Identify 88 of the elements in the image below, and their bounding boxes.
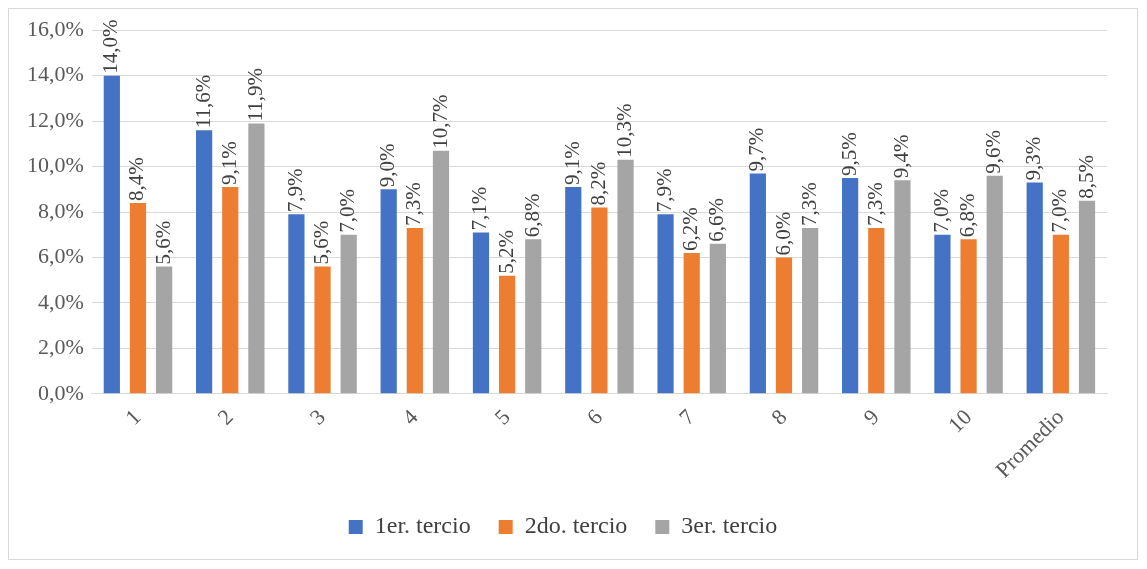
data-label: 7,0% (928, 189, 953, 233)
data-label: 14,0% (98, 19, 123, 74)
bar (960, 239, 977, 394)
bar (314, 266, 331, 394)
y-tick-label: 14,0% (27, 61, 84, 87)
data-label: 5,6% (150, 220, 175, 265)
legend-label: 3er. tercio (681, 512, 778, 539)
data-label: 6,0% (770, 211, 795, 256)
y-tick-label: 8,0% (38, 197, 84, 223)
x-tick-label: 7 (673, 404, 700, 430)
data-label: 7,3% (862, 182, 887, 226)
bar (1026, 182, 1043, 394)
bar (775, 257, 793, 394)
data-label: 5,6% (309, 220, 334, 265)
y-tick-label: 6,0% (38, 243, 84, 269)
bar (802, 227, 819, 394)
bar (749, 173, 766, 394)
y-tick-label: 0,0% (38, 379, 84, 405)
y-tick-label: 10,0% (27, 152, 84, 178)
x-tick-label: 8 (766, 404, 792, 430)
bar (617, 159, 634, 394)
data-label: 8,5% (1073, 154, 1098, 199)
bar (103, 75, 120, 394)
bar (222, 187, 239, 394)
bar (683, 252, 700, 394)
legend-label: 1er. tercio (374, 512, 471, 539)
bar (340, 234, 357, 394)
bar (657, 214, 674, 394)
bar (1052, 234, 1069, 394)
bar (591, 207, 608, 394)
x-tick-label: 10 (942, 404, 977, 438)
bar (894, 180, 911, 394)
bar (934, 234, 951, 394)
data-label: 8,2% (585, 161, 610, 206)
bar (842, 177, 859, 394)
data-label: 5,2% (493, 229, 518, 274)
data-label: 6,8% (519, 193, 544, 238)
data-label: 9,4% (888, 134, 913, 179)
bar (709, 243, 726, 394)
data-label: 7,9% (282, 168, 307, 213)
bar (196, 130, 213, 394)
bar (986, 175, 1003, 394)
data-label: 7,9% (652, 168, 677, 213)
x-tick-label: 4 (397, 404, 423, 430)
data-label: 9,5% (836, 132, 861, 176)
bar (565, 187, 582, 394)
data-label: 10,7% (427, 94, 452, 149)
x-tick-label: 6 (581, 404, 608, 430)
data-label: 7,0% (335, 189, 360, 233)
bar (288, 214, 305, 394)
x-tick-label: 5 (489, 404, 515, 430)
bar (156, 266, 173, 394)
x-tick-label: 2 (212, 404, 238, 430)
data-label: 6,2% (678, 207, 703, 251)
data-label: 9,1% (216, 141, 241, 186)
bar (499, 275, 516, 394)
data-label: 10,3% (612, 103, 637, 158)
bar (406, 227, 423, 394)
bar (472, 232, 490, 394)
bar (1078, 200, 1096, 394)
data-label: 9,0% (375, 143, 400, 188)
bar (432, 150, 450, 394)
data-label: 6,6% (704, 198, 729, 242)
data-label: 7,3% (796, 182, 821, 226)
data-label: 11,6% (190, 74, 215, 129)
x-tick-label: 3 (304, 404, 331, 430)
y-tick-label: 12,0% (27, 106, 84, 132)
data-label: 9,3% (1021, 136, 1046, 181)
data-label: 7,1% (467, 186, 492, 231)
legend-label: 2do. tercio (524, 512, 628, 539)
bar (129, 202, 147, 394)
bar (380, 189, 397, 394)
y-tick-label: 4,0% (38, 288, 84, 314)
bar (248, 123, 265, 394)
y-tick-label: 2,0% (38, 334, 84, 360)
x-tick-label: 9 (858, 404, 884, 430)
data-label: 7,0% (1047, 189, 1072, 233)
x-tick-label: 1 (120, 404, 146, 430)
data-label: 9,1% (559, 141, 584, 186)
y-tick-label: 16,0% (27, 15, 84, 41)
data-label: 7,3% (401, 182, 426, 226)
data-label: 8,4% (124, 157, 149, 201)
bar (868, 227, 885, 394)
data-label: 9,7% (744, 127, 769, 172)
data-label: 9,6% (981, 129, 1006, 174)
data-label: 11,9% (242, 67, 267, 122)
data-label: 6,8% (955, 193, 980, 238)
bar (525, 239, 542, 394)
